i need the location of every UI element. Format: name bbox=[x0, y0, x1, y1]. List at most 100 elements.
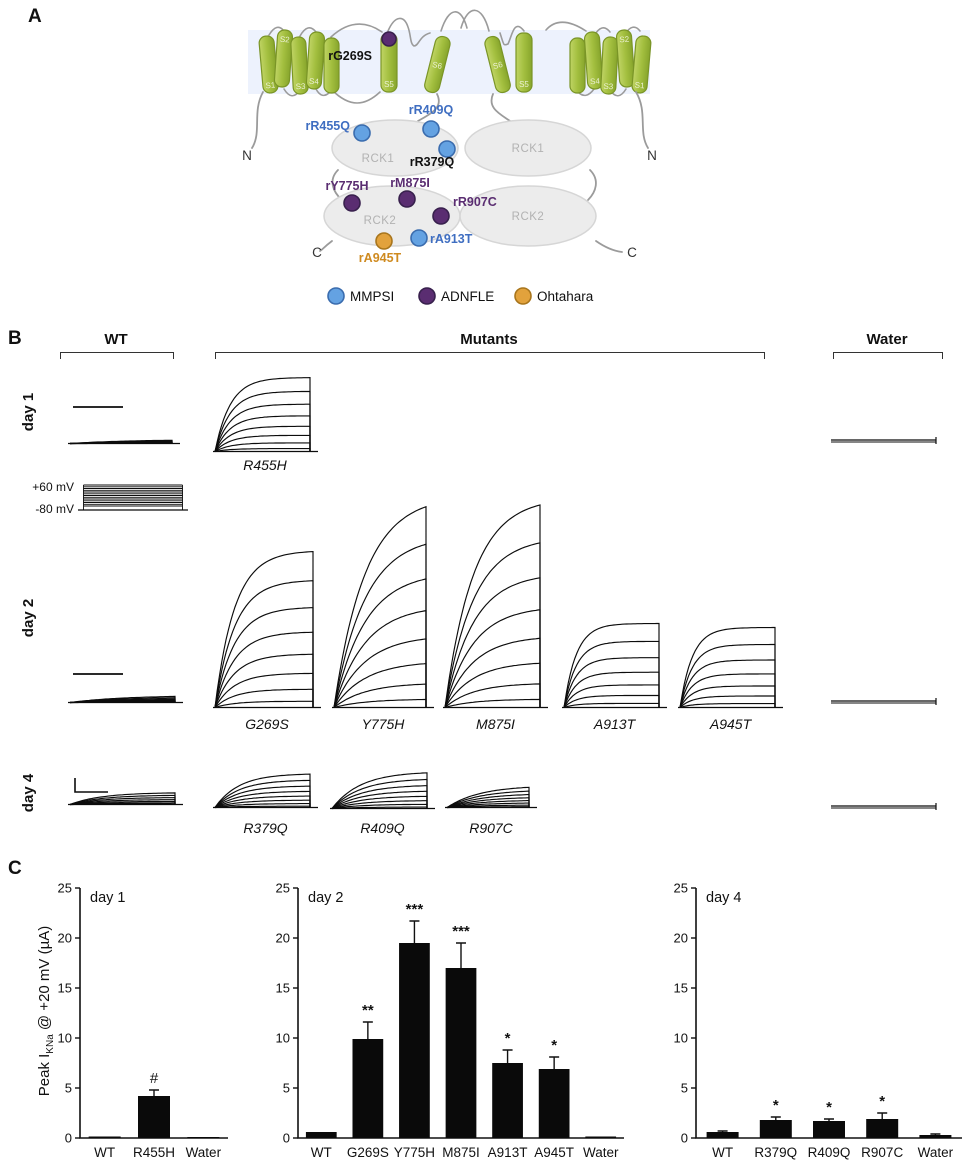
a913t-label: rA913T bbox=[430, 232, 473, 246]
g269s-label: rG269S bbox=[328, 49, 372, 63]
svg-text:**: ** bbox=[362, 1002, 374, 1019]
svg-text:R409Q: R409Q bbox=[808, 1145, 851, 1160]
svg-text:10: 10 bbox=[276, 1031, 290, 1046]
row-label-day2: day 2 bbox=[20, 598, 37, 638]
bracket-mutants bbox=[215, 352, 765, 359]
g269s-dot bbox=[381, 31, 397, 47]
row-label-day1: day 1 bbox=[20, 392, 37, 432]
legend-adnfle-dot bbox=[418, 287, 436, 305]
rck2-right-domain bbox=[459, 185, 597, 247]
segment-s6-right: S6 bbox=[484, 35, 511, 94]
svg-text:S5: S5 bbox=[519, 80, 529, 89]
legend-adnfle-label: ADNFLE bbox=[441, 289, 494, 304]
svg-text:S1: S1 bbox=[634, 81, 645, 91]
trace-water-day1 bbox=[830, 425, 942, 445]
svg-text:day 2: day 2 bbox=[308, 890, 343, 906]
a945t-label: rA945T bbox=[359, 251, 402, 265]
r409q-label: rR409Q bbox=[409, 103, 454, 117]
trace-wt-day1 bbox=[68, 398, 180, 446]
svg-text:15: 15 bbox=[674, 981, 688, 996]
svg-text:A945T: A945T bbox=[534, 1145, 574, 1160]
column-header-wt: WT bbox=[104, 331, 128, 348]
segment-extra-right bbox=[569, 37, 586, 94]
r907c-label: rR907C bbox=[453, 195, 497, 209]
svg-text:WT: WT bbox=[712, 1145, 733, 1160]
legend-mmpsi-label: MMPSI bbox=[350, 289, 394, 304]
svg-text:10: 10 bbox=[58, 1031, 72, 1046]
svg-text:R379Q: R379Q bbox=[754, 1145, 797, 1160]
panel-a-label: A bbox=[28, 6, 42, 27]
rck2-left-label: RCK2 bbox=[364, 215, 397, 227]
svg-text:M875I: M875I bbox=[442, 1145, 480, 1160]
svg-text:G269S: G269S bbox=[347, 1145, 389, 1160]
legend-mmpsi-dot bbox=[327, 287, 345, 305]
svg-text:A913T: A913T bbox=[488, 1145, 528, 1160]
linker-curves bbox=[251, 91, 649, 253]
legend: MMPSI ADNFLE Ohtahara bbox=[327, 287, 594, 305]
svg-text:25: 25 bbox=[58, 881, 72, 896]
segment-extra-left bbox=[323, 37, 340, 94]
rck1-right-label: RCK1 bbox=[512, 143, 545, 155]
svg-text:*: * bbox=[879, 1093, 885, 1110]
y775h-label: rY775H bbox=[325, 179, 368, 193]
trace-label-m875i: M875I bbox=[476, 716, 515, 732]
trace-wt-day2 bbox=[68, 665, 183, 705]
svg-text:5: 5 bbox=[681, 1081, 688, 1096]
c-terminus-right: C bbox=[627, 245, 637, 260]
segment-s5-right: S5 bbox=[515, 32, 533, 93]
svg-text:*: * bbox=[551, 1037, 557, 1054]
a913t-dot bbox=[410, 229, 428, 247]
svg-text:25: 25 bbox=[674, 881, 688, 896]
bar-chart-day4: 0 5 10 15 20 25 WT * R379Q * R409Q * R907C Water day 4 bbox=[660, 876, 966, 1164]
svg-text:Y775H: Y775H bbox=[394, 1145, 435, 1160]
panel-c-label: C bbox=[8, 858, 22, 879]
trace-label-r907c: R907C bbox=[469, 820, 513, 836]
svg-text:Water: Water bbox=[583, 1145, 619, 1160]
voltage-protocol bbox=[78, 483, 188, 512]
svg-text:S4: S4 bbox=[309, 77, 320, 87]
rck1-left-label: RCK1 bbox=[362, 153, 395, 165]
trace-r455h bbox=[213, 372, 318, 454]
panel-b-label: B bbox=[8, 328, 22, 349]
segment-s2-left: S2 bbox=[273, 29, 294, 88]
svg-text:S2: S2 bbox=[619, 35, 630, 45]
channel-diagram: S1 S2 S3 S4 S5 S6 bbox=[242, 9, 657, 305]
segment-s5-left: S5 bbox=[380, 32, 398, 93]
svg-text:S3: S3 bbox=[295, 82, 306, 92]
trace-label-y775h: Y775H bbox=[361, 716, 405, 732]
svg-text:10: 10 bbox=[674, 1031, 688, 1046]
segment-s4-right: S4 bbox=[583, 31, 604, 90]
c-terminus-left: C bbox=[312, 245, 322, 260]
trace-r907c bbox=[445, 780, 537, 810]
svg-text:#: # bbox=[150, 1070, 159, 1087]
r379q-dot bbox=[438, 140, 456, 158]
a945t-dot bbox=[375, 232, 393, 250]
svg-text:S6: S6 bbox=[492, 60, 504, 71]
n-terminus-left: N bbox=[242, 148, 252, 163]
trace-label-g269s: G269S bbox=[245, 716, 289, 732]
svg-text:*: * bbox=[505, 1030, 511, 1047]
bar-chart-day2: 0 5 10 15 20 25 WT ** G269S *** Y775H *** M875I * A913… bbox=[262, 876, 628, 1164]
svg-text:15: 15 bbox=[58, 981, 72, 996]
svg-text:5: 5 bbox=[65, 1081, 72, 1096]
svg-text:20: 20 bbox=[276, 931, 290, 946]
bar-chart-day1: 0 5 10 15 20 25 WT # R455H Water day 1 bbox=[44, 876, 232, 1164]
segment-s1-right: S1 bbox=[631, 35, 652, 94]
segment-s6-left: S6 bbox=[424, 35, 451, 94]
trace-label-r379q: R379Q bbox=[243, 820, 288, 836]
svg-text:0: 0 bbox=[283, 1131, 290, 1146]
legend-ohtahara-label: Ohtahara bbox=[537, 289, 594, 304]
r455q-dot bbox=[353, 124, 371, 142]
svg-text:day 1: day 1 bbox=[90, 890, 125, 906]
transmembrane-segments: S1 S2 S3 S4 S5 S6 bbox=[258, 29, 652, 95]
rck2-right-label: RCK2 bbox=[512, 211, 545, 223]
trace-r379q bbox=[213, 768, 318, 810]
row-label-day4: day 4 bbox=[20, 773, 37, 813]
svg-text:Water: Water bbox=[186, 1145, 222, 1160]
svg-text:20: 20 bbox=[58, 931, 72, 946]
bracket-wt bbox=[60, 352, 174, 359]
svg-text:*: * bbox=[773, 1097, 779, 1114]
r409q-dot bbox=[422, 120, 440, 138]
trace-label-a913t: A913T bbox=[593, 716, 636, 732]
